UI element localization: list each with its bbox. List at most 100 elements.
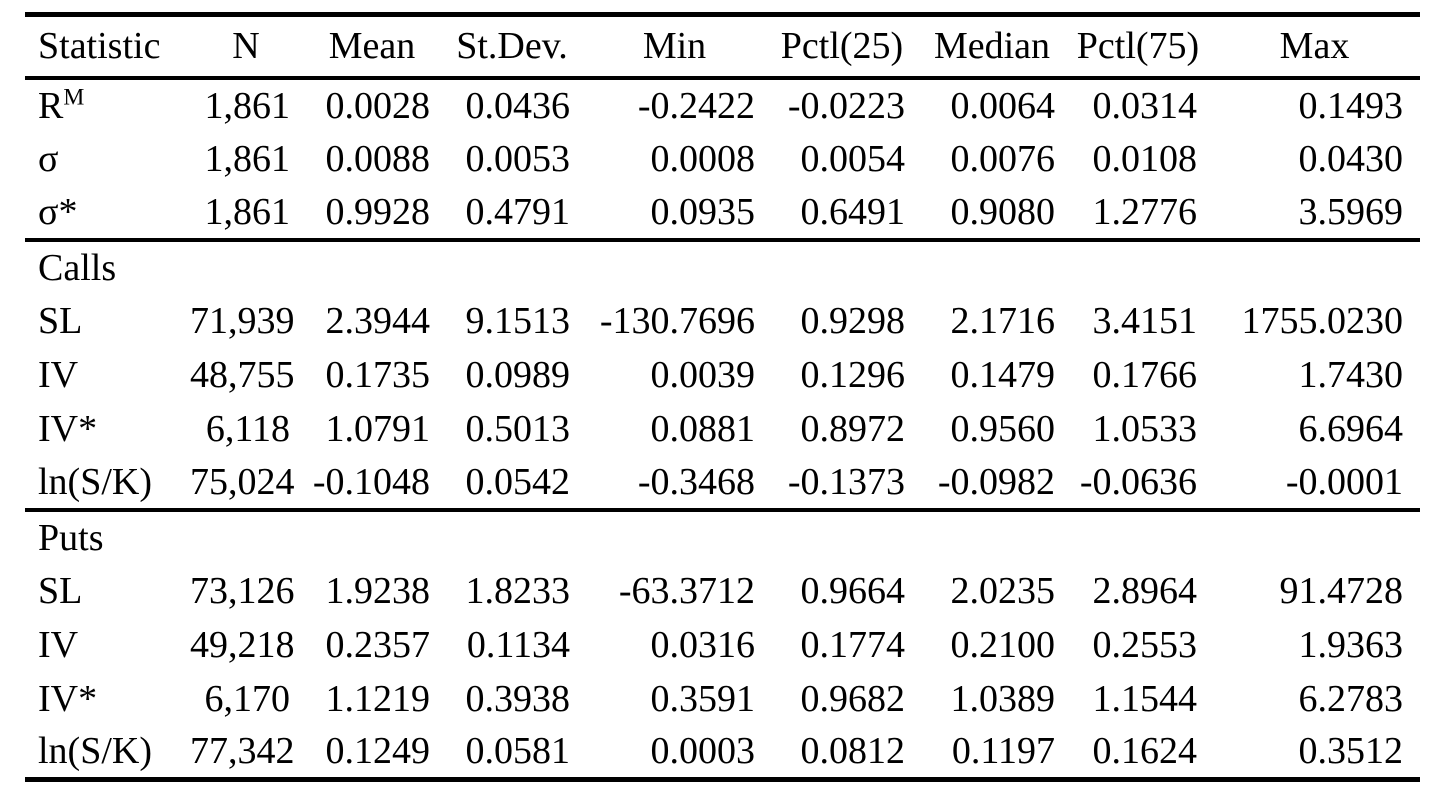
- cell-value: 0.9682: [800, 677, 906, 720]
- cell-value: 6,170: [204, 677, 291, 720]
- cell-value: 71,939: [190, 299, 295, 342]
- cell-value: 0.3591: [650, 677, 756, 720]
- cell-value: 6,118: [205, 407, 290, 450]
- cell-value: 0.9928: [325, 190, 431, 233]
- statistic-label: σ: [38, 137, 59, 180]
- statistic-label: ln(S/K): [38, 460, 152, 503]
- cell-value: -0.3468: [637, 460, 755, 503]
- cell-value: 0.6491: [800, 190, 906, 233]
- cell-value: 9.1513: [465, 299, 571, 342]
- cell-value: 0.2100: [950, 623, 1056, 666]
- table-row: σ 1,861 0.0088 0.0053 0.0008 0.0054 0.0076 0.01…: [25, 132, 1420, 186]
- summary-statistics-table: Statistic N Mean St.Dev. Min Pctl(25) Me…: [25, 12, 1420, 782]
- table-group: Calls SL 71,939 2.3944 9.1513 -130.7696 0.9298…: [25, 240, 1420, 510]
- section-row: Puts: [25, 510, 1420, 564]
- table-row: IV 48,755 0.1735 0.0989 0.0039 0.1296 0.1479 0.…: [25, 348, 1420, 402]
- cell-value: 0.1624: [1092, 730, 1198, 773]
- table-row: σ* 1,861 0.9928 0.4791 0.0935 0.6491 0.9080 1.2…: [25, 186, 1420, 240]
- cell-value: 91.4728: [1279, 569, 1404, 612]
- cell-value: 0.0076: [950, 137, 1056, 180]
- cell-value: 2.0235: [950, 569, 1056, 612]
- cell-value: 0.9560: [950, 407, 1056, 450]
- cell-value: -0.2422: [637, 84, 755, 127]
- cell-value: 0.9664: [800, 569, 906, 612]
- cell-value: -0.0982: [937, 460, 1055, 503]
- statistic-label: IV: [38, 353, 79, 396]
- cell-value: 2.1716: [950, 299, 1056, 342]
- header-min: Min: [642, 25, 707, 68]
- table-row: ln(S/K) 75,024 -0.1048 0.0542 -0.3468 -0.1373…: [25, 456, 1420, 510]
- cell-value: 1.0533: [1092, 407, 1198, 450]
- cell-value: 1.1219: [325, 677, 431, 720]
- cell-value: 0.0003: [650, 730, 756, 773]
- statistic-label: IV: [38, 623, 79, 666]
- cell-value: 2.8964: [1092, 569, 1198, 612]
- header-pctl25: Pctl(25): [780, 25, 904, 68]
- cell-value: 6.2783: [1298, 677, 1404, 720]
- cell-value: -0.1373: [787, 460, 905, 503]
- cell-value: -0.0001: [1285, 460, 1403, 503]
- header-stdev: St.Dev.: [456, 25, 568, 68]
- cell-value: 1.1544: [1092, 677, 1198, 720]
- cell-value: 0.5013: [465, 407, 571, 450]
- cell-value: 0.0039: [650, 353, 756, 396]
- table-group: RM 1,861 0.0028 0.0436 -0.2422 -0.0223 0.0064 0…: [25, 78, 1420, 240]
- cell-value: 0.1735: [325, 353, 431, 396]
- statistic-label: RM: [38, 83, 85, 127]
- cell-value: 6.6964: [1298, 407, 1404, 450]
- statistic-label: SL: [38, 569, 83, 612]
- cell-value: 0.1479: [950, 353, 1056, 396]
- cell-value: 0.9298: [800, 299, 906, 342]
- cell-value: 2.3944: [325, 299, 431, 342]
- cell-value: 1.0389: [950, 677, 1056, 720]
- cell-value: 0.0316: [650, 623, 756, 666]
- cell-value: 0.0064: [950, 84, 1056, 127]
- cell-value: 48,755: [190, 353, 295, 396]
- header-n: N: [232, 25, 260, 68]
- cell-value: 1.0791: [325, 407, 431, 450]
- table-row: IV 49,218 0.2357 0.1134 0.0316 0.1774 0.2100 0.…: [25, 618, 1420, 672]
- table-row: ln(S/K) 77,342 0.1249 0.0581 0.0003 0.0812 0.1…: [25, 726, 1420, 780]
- cell-value: 0.0054: [800, 137, 906, 180]
- statistic-label: σ*: [38, 190, 78, 233]
- cell-value: 0.0812: [800, 730, 906, 773]
- cell-value: 0.4791: [465, 190, 571, 233]
- cell-value: 0.1493: [1298, 84, 1404, 127]
- header-statistic: Statistic: [38, 25, 161, 68]
- cell-value: 3.5969: [1298, 190, 1404, 233]
- cell-value: 1755.0230: [1241, 299, 1404, 342]
- cell-value: -130.7696: [599, 299, 755, 342]
- statistic-superscript: M: [63, 83, 85, 110]
- table-row: SL 71,939 2.3944 9.1513 -130.7696 0.9298 2.171…: [25, 294, 1420, 348]
- cell-value: 0.0008: [650, 137, 756, 180]
- section-label: Calls: [38, 246, 117, 289]
- cell-value: 0.1197: [951, 730, 1055, 773]
- cell-value: 0.8972: [800, 407, 906, 450]
- cell-value: 0.0881: [650, 407, 756, 450]
- table-group: Puts SL 73,126 1.9238 1.8233 -63.3712 0.9664 2.…: [25, 510, 1420, 780]
- cell-value: 0.0028: [325, 84, 431, 127]
- cell-value: 0.0935: [650, 190, 756, 233]
- cell-value: 77,342: [190, 730, 295, 773]
- cell-value: -0.1048: [312, 460, 430, 503]
- header-mean: Mean: [328, 25, 416, 68]
- cell-value: 0.1774: [800, 623, 906, 666]
- cell-value: 1,861: [204, 190, 291, 233]
- table-row: IV* 6,118 1.0791 0.5013 0.0881 0.8972 0.9560 1.…: [25, 402, 1420, 456]
- cell-value: 1,861: [204, 84, 291, 127]
- cell-value: 0.2553: [1092, 623, 1198, 666]
- cell-value: 0.0314: [1092, 84, 1198, 127]
- cell-value: 0.2357: [325, 623, 431, 666]
- section-label: Puts: [38, 516, 104, 559]
- cell-value: 0.0053: [465, 137, 571, 180]
- statistic-label: IV*: [38, 677, 98, 720]
- cell-value: 0.0436: [465, 84, 571, 127]
- cell-value: 0.0430: [1298, 137, 1404, 180]
- table-row: RM 1,861 0.0028 0.0436 -0.2422 -0.0223 0.0064 0…: [25, 78, 1420, 132]
- cell-value: 0.3938: [465, 677, 571, 720]
- cell-value: 1.8233: [465, 569, 571, 612]
- cell-value: 0.9080: [950, 190, 1056, 233]
- cell-value: 0.0581: [465, 730, 571, 773]
- statistic-label: IV*: [38, 407, 98, 450]
